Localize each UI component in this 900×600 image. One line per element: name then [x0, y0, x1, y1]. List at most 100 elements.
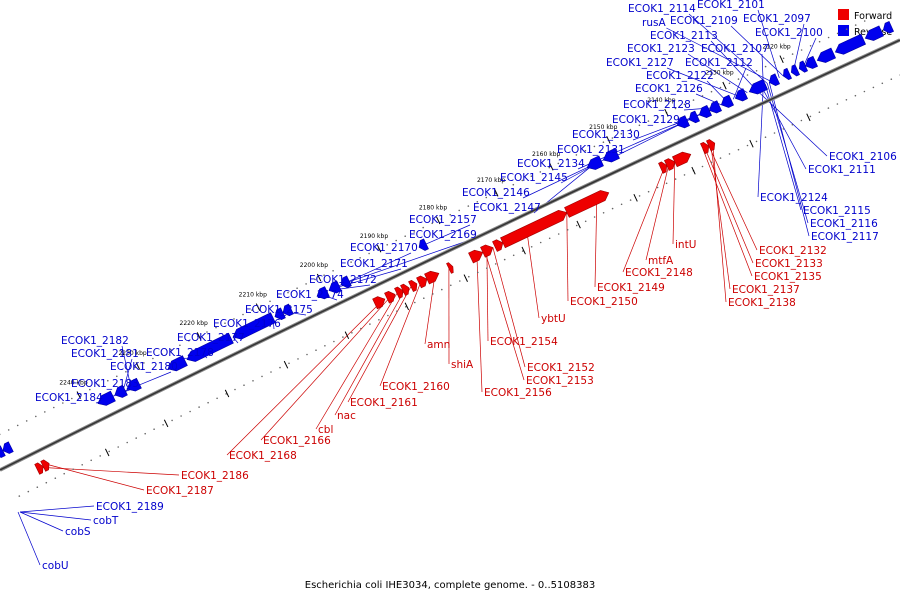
genome-backbone [0, 38, 900, 472]
ruler-dot [369, 323, 371, 325]
ruler-dot [566, 158, 569, 160]
ruler-tick [606, 136, 611, 144]
ruler-dot [539, 241, 542, 244]
ruler-dot [378, 319, 380, 321]
ruler-tick-label: 2170 kbp [477, 177, 505, 184]
leader-line [226, 299, 384, 456]
legend: Forward Reverse [838, 9, 892, 38]
ruler-tick-inner [163, 419, 169, 428]
ruler-dot [323, 274, 325, 277]
leader-line [760, 86, 807, 170]
ruler-dot [99, 455, 101, 457]
ruler-dot [629, 128, 632, 131]
ruler-dot [287, 291, 289, 294]
ruler-tick [779, 55, 784, 64]
ruler-dot [126, 441, 128, 444]
ruler-dot [710, 90, 713, 93]
forward-gene-arrow [492, 239, 504, 252]
forward-label-ecok1-2135: ECOK1_2135 [754, 271, 822, 283]
reverse-label-ecok1-2170: ECOK1_2170 [350, 242, 418, 254]
reverse-label-ecok1-2122: ECOK1_2122 [646, 70, 714, 82]
reverse-label-ecok1-2157: ECOK1_2157 [409, 214, 477, 226]
reverse-label-ecok1-2189: ECOK1_2189 [96, 501, 164, 513]
ruler-tick-inner [521, 246, 526, 255]
reverse-gene-arrow [790, 64, 800, 77]
ruler-tick-inner [283, 360, 289, 369]
forward-label-ecok1-2160: ECOK1_2160 [382, 381, 450, 393]
ruler-dot [845, 99, 848, 101]
ruler-dot [836, 32, 839, 35]
forward-label-ecok1-2166: ECOK1_2166 [263, 435, 331, 447]
ruler-dot [818, 111, 821, 113]
ruler-dot [450, 284, 452, 287]
ruler-dot [152, 357, 154, 360]
ruler-dot [458, 209, 461, 212]
reverse-label-ecok1-2127: ECOK1_2127 [606, 57, 674, 69]
leader-line [315, 293, 398, 430]
ruler-dot [269, 300, 271, 303]
forward-label-ecok1-2133: ECOK1_2133 [755, 258, 823, 270]
forward-label-shia: shiA [451, 359, 474, 371]
ruler-dot [602, 141, 605, 143]
ruler-dot [251, 309, 253, 311]
ruler-dot [791, 123, 794, 126]
map-caption: Escherichia coli IHE3034, complete genom… [305, 580, 595, 591]
ruler-dot [719, 157, 722, 159]
reverse-gene-arrow [816, 47, 836, 63]
reverse-label-ecok1-2169: ECOK1_2169 [409, 229, 477, 241]
leader-line [232, 336, 239, 344]
reverse-gene-arrow [282, 303, 294, 317]
ruler-dot [854, 94, 857, 97]
ruler-dot [647, 120, 650, 122]
ruler-dot [611, 207, 614, 210]
ruler-dot [27, 490, 30, 493]
ruler-dot [881, 82, 884, 85]
ruler-dot [476, 201, 479, 203]
leader-line [342, 239, 471, 285]
ruler-dot [827, 36, 830, 39]
leader-line [486, 250, 489, 342]
ruler-dot [620, 203, 623, 206]
ruler-tick [494, 188, 499, 197]
leader-line [19, 505, 95, 513]
leader-line [424, 275, 436, 345]
reverse-gene-arrow [418, 238, 429, 251]
leader-line [764, 84, 802, 211]
ruler-tick-label: 2160 kbp [532, 151, 560, 158]
ruler-dot [629, 199, 632, 201]
leader-line [802, 37, 817, 67]
ruler-tick-label: 2150 kbp [589, 124, 617, 131]
ruler-dot [872, 16, 875, 18]
forward-gene-arrow [480, 244, 494, 258]
ruler-dot [25, 420, 28, 422]
ruler-dot [98, 384, 100, 387]
ruler-dot [584, 149, 587, 152]
ruler-tick [135, 362, 141, 370]
ruler-dot [315, 349, 317, 352]
leader-line [622, 166, 666, 273]
ruler-dot [234, 388, 236, 391]
ruler-dot [863, 20, 866, 22]
ruler-dot [836, 103, 839, 105]
reverse-gene-arrow [748, 79, 768, 95]
ruler-dot [737, 148, 740, 151]
reverse-label-ecok1-2177: ECOK1_2177 [177, 332, 245, 344]
reverse-gene-arrow [114, 384, 128, 398]
ruler-dot [782, 128, 785, 130]
reverse-label-ecok1-2101: ECOK1_2101 [697, 0, 765, 11]
reverse-label-ecok1-2112: ECOK1_2112 [685, 57, 753, 69]
ruler-tick-label: 2240 kbp [59, 379, 87, 386]
ruler-dot [548, 166, 551, 169]
ruler-tick-inner [633, 193, 638, 202]
ruler-tick-label: 2120 kbp [762, 43, 790, 50]
reverse-gene-arrow [316, 286, 330, 300]
reverse-gene-arrow [882, 21, 894, 34]
ruler-dot [179, 344, 181, 347]
ruler-dot [575, 224, 578, 227]
reverse-gene-arrow [232, 312, 276, 340]
forward-label-ecok1-2148: ECOK1_2148 [625, 267, 693, 279]
ruler-dot [665, 182, 668, 185]
reverse-gene-arrow [864, 25, 884, 41]
reverse-label-ecok1-2134: ECOK1_2134 [517, 158, 585, 170]
ruler-dot [296, 287, 298, 290]
